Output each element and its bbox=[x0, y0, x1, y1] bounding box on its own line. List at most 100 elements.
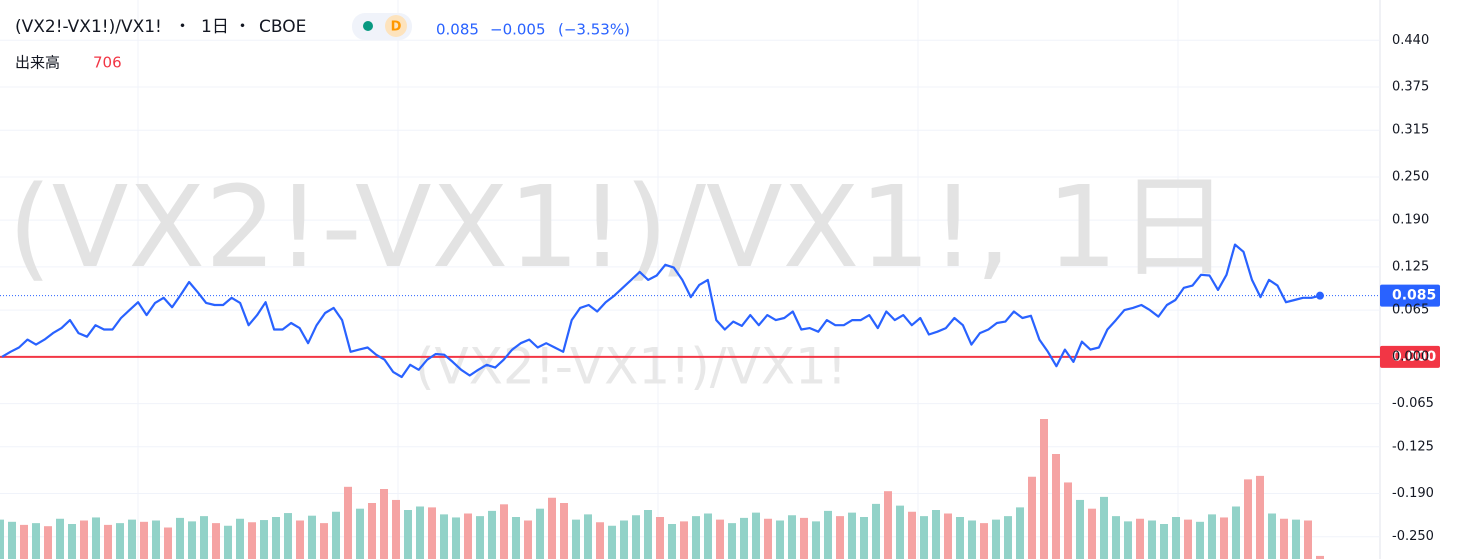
volume-bar bbox=[368, 503, 376, 559]
volume-bar bbox=[800, 517, 808, 559]
volume-bar bbox=[656, 517, 664, 559]
volume-bar bbox=[992, 519, 1000, 559]
market-status bbox=[363, 21, 373, 31]
watermark-small: (VX2!-VX1!)/VX1! bbox=[415, 338, 847, 396]
volume-bar bbox=[1220, 517, 1228, 559]
volume-bar bbox=[308, 515, 316, 559]
volume-bar bbox=[764, 518, 772, 559]
volume-bar bbox=[1148, 520, 1156, 559]
zero-tag-label: 0.000 bbox=[1392, 349, 1437, 365]
volume-bar bbox=[1268, 513, 1276, 559]
volume-bar bbox=[1040, 419, 1048, 559]
y-tick-label: -0.190 bbox=[1392, 486, 1434, 501]
volume-bar bbox=[680, 521, 688, 559]
volume-bar bbox=[32, 523, 40, 559]
volume-bar bbox=[560, 503, 568, 559]
volume-bar bbox=[0, 519, 4, 559]
delay-label: D bbox=[391, 20, 402, 35]
y-tick-label: -0.250 bbox=[1392, 529, 1434, 544]
volume-bar bbox=[896, 505, 904, 559]
volume-bar bbox=[1292, 519, 1300, 559]
volume-bar bbox=[812, 521, 820, 559]
volume-bar bbox=[332, 511, 340, 559]
volume-bar bbox=[260, 520, 268, 559]
change: −0.005 bbox=[490, 21, 546, 39]
volume-value: 706 bbox=[93, 54, 122, 72]
y-tick-label: -0.125 bbox=[1392, 439, 1434, 454]
volume-bar bbox=[716, 519, 724, 559]
exchange: CBOE bbox=[259, 17, 306, 37]
y-tick-label: 0.440 bbox=[1392, 33, 1429, 48]
volume-bar bbox=[728, 523, 736, 559]
volume-bar bbox=[44, 526, 52, 559]
volume-bar bbox=[1232, 506, 1240, 559]
volume-bar bbox=[464, 513, 472, 559]
volume-bar bbox=[1244, 479, 1252, 559]
volume-bar bbox=[536, 508, 544, 559]
volume-bar bbox=[548, 497, 556, 559]
volume-bar bbox=[392, 499, 400, 559]
volume-bar bbox=[908, 511, 916, 559]
volume-bar bbox=[596, 522, 604, 559]
volume-bar bbox=[20, 524, 28, 559]
volume-bar bbox=[404, 510, 412, 559]
interval: 1日 bbox=[201, 17, 229, 37]
volume-bar bbox=[752, 512, 760, 559]
volume-bar bbox=[668, 524, 676, 559]
volume-bar bbox=[1136, 518, 1144, 559]
volume-bar bbox=[8, 521, 16, 559]
volume-bar bbox=[776, 520, 784, 559]
volume-bar bbox=[572, 519, 580, 559]
volume-bar bbox=[128, 519, 136, 559]
volume-bar bbox=[584, 514, 592, 559]
y-tick-label: 0.315 bbox=[1392, 123, 1429, 138]
volume-bar bbox=[176, 517, 184, 559]
volume-bar bbox=[512, 517, 520, 559]
volume-bar bbox=[1028, 476, 1036, 559]
volume-bar bbox=[344, 486, 352, 559]
y-tick-label: -0.065 bbox=[1392, 396, 1434, 411]
volume-bar bbox=[884, 491, 892, 559]
volume-bar bbox=[1052, 454, 1060, 559]
volume-bar bbox=[1124, 521, 1132, 559]
y-tick-label: 0.125 bbox=[1392, 259, 1429, 274]
volume-bar bbox=[1076, 499, 1084, 559]
volume-bar bbox=[620, 520, 628, 559]
last-point bbox=[1316, 291, 1324, 300]
watermark: (VX2!-VX1!)/VX1!, 1日 bbox=[8, 163, 1230, 293]
volume-bar bbox=[152, 520, 160, 559]
symbol: (VX2!-VX1!)/VX1! bbox=[15, 17, 162, 37]
price-line bbox=[1, 243, 1321, 379]
volume-bar bbox=[692, 516, 700, 559]
volume-bar bbox=[956, 517, 964, 559]
volume-bar bbox=[788, 515, 796, 559]
volume-bar bbox=[872, 503, 880, 559]
volume-bar bbox=[416, 506, 424, 559]
volume-bar bbox=[212, 523, 220, 559]
volume-bar bbox=[1004, 516, 1012, 559]
volume-bar bbox=[944, 513, 952, 559]
volume-bar bbox=[1184, 519, 1192, 559]
volume-bar bbox=[1064, 482, 1072, 559]
volume-bar bbox=[140, 521, 148, 559]
volume-bar bbox=[1280, 518, 1288, 559]
volume-bar bbox=[284, 513, 292, 559]
volume-bar bbox=[932, 510, 940, 559]
volume-bar bbox=[500, 504, 508, 559]
volume-bar bbox=[1112, 516, 1120, 559]
plot-layer: 0.000 0.085 bbox=[0, 243, 1440, 379]
volume-bar bbox=[296, 520, 304, 559]
volume-bar bbox=[248, 522, 256, 559]
price-tag bbox=[1380, 284, 1440, 307]
volume-bar bbox=[1016, 507, 1024, 559]
zero-tag bbox=[1380, 345, 1440, 368]
volume-bar bbox=[608, 525, 616, 559]
volume-bar bbox=[1208, 514, 1216, 559]
y-tick-label: 0.065 bbox=[1392, 303, 1429, 318]
volume-bar bbox=[428, 507, 436, 559]
volume-bar bbox=[380, 489, 388, 559]
volume-bar bbox=[80, 520, 88, 559]
volume-bar bbox=[92, 517, 100, 559]
